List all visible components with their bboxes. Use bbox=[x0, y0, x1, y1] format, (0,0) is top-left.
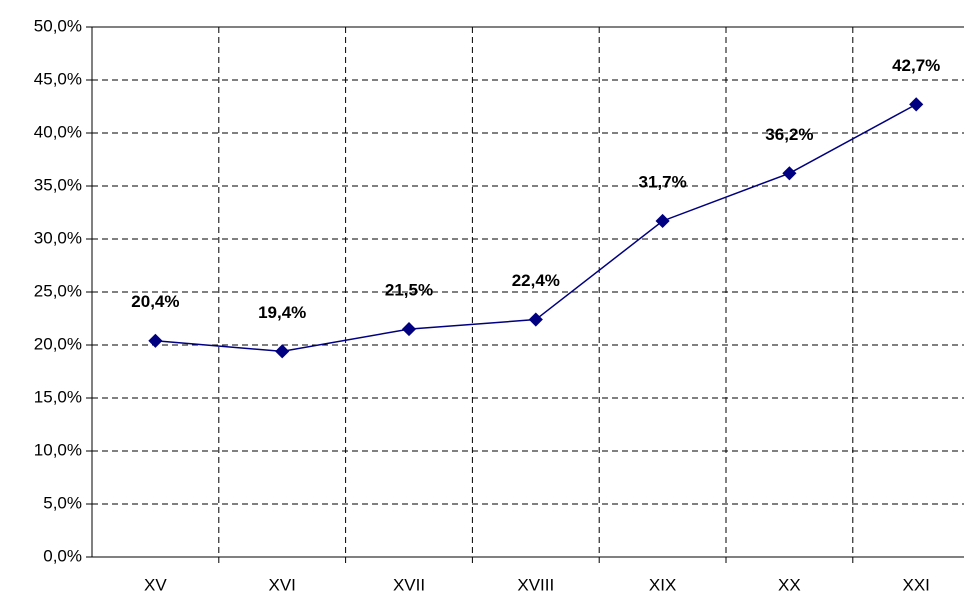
marker bbox=[148, 333, 163, 348]
data-label: 21,5% bbox=[385, 281, 433, 300]
x-tick-label: XVI bbox=[268, 575, 295, 594]
y-tick-label: 30,0% bbox=[34, 228, 82, 247]
y-tick-label: 35,0% bbox=[34, 175, 82, 194]
y-tick-label: 5,0% bbox=[43, 493, 82, 512]
data-label: 22,4% bbox=[512, 271, 560, 290]
data-label: 42,7% bbox=[892, 56, 940, 75]
x-tick-label: XX bbox=[778, 575, 801, 594]
y-tick-label: 50,0% bbox=[34, 16, 82, 35]
y-tick-label: 25,0% bbox=[34, 281, 82, 300]
data-label: 31,7% bbox=[638, 172, 686, 191]
y-tick-label: 15,0% bbox=[34, 387, 82, 406]
y-tick-label: 20,0% bbox=[34, 334, 82, 353]
data-label: 36,2% bbox=[765, 125, 813, 144]
data-label: 19,4% bbox=[258, 303, 306, 322]
x-tick-label: XXI bbox=[902, 575, 929, 594]
y-tick-label: 10,0% bbox=[34, 440, 82, 459]
x-tick-label: XVIII bbox=[517, 575, 554, 594]
y-tick-label: 0,0% bbox=[43, 546, 82, 565]
y-tick-label: 45,0% bbox=[34, 69, 82, 88]
marker bbox=[655, 213, 670, 229]
marker bbox=[909, 97, 924, 112]
marker bbox=[528, 312, 543, 327]
x-tick-label: XIX bbox=[649, 575, 676, 594]
x-tick-label: XV bbox=[144, 575, 167, 594]
marker bbox=[401, 322, 417, 337]
data-label: 20,4% bbox=[131, 292, 179, 311]
y-tick-label: 40,0% bbox=[34, 122, 82, 141]
marker bbox=[782, 166, 797, 181]
marker bbox=[275, 344, 290, 359]
x-tick-label: XVII bbox=[393, 575, 425, 594]
